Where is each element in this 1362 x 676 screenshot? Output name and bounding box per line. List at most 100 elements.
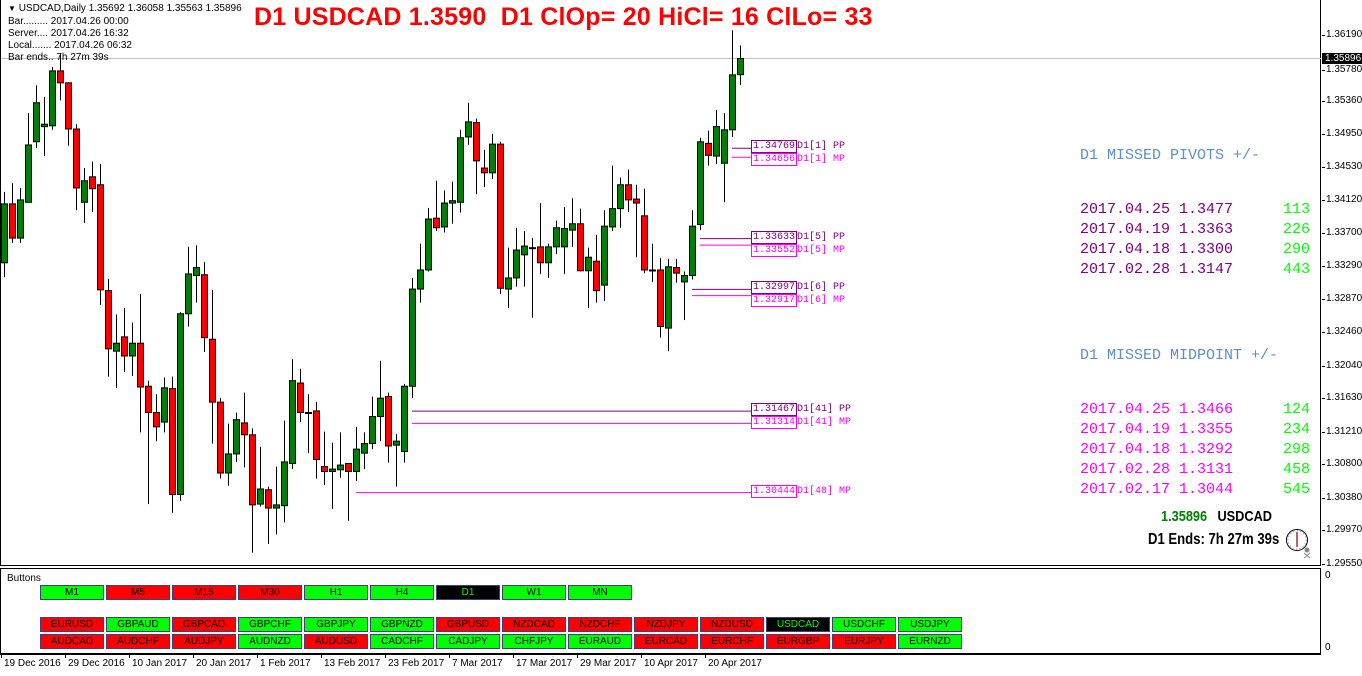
candle-body	[641, 215, 648, 271]
pair-button-gbpcad[interactable]: GBPCAD	[172, 617, 236, 632]
pair-button-nzdjpy[interactable]: NZDJPY	[634, 617, 698, 632]
candle-body	[113, 342, 120, 352]
pair-button-audjpy[interactable]: AUDJPY	[172, 634, 236, 649]
pivot-price: 1.32917	[751, 294, 798, 308]
info-local-time: Local....... 2017.04.26 06:32	[8, 40, 132, 51]
candle	[521, 230, 528, 287]
timeframe-button-h1[interactable]: H1	[304, 585, 368, 600]
price-tick: 1.35360	[1321, 95, 1362, 107]
price-axis[interactable]: 1.36190 1.35780 1.35360 1.34950 1.34530 1.341…	[1321, 0, 1362, 568]
candle	[393, 434, 400, 487]
candle-body	[89, 176, 96, 190]
candle-body	[457, 137, 464, 203]
timeframe-button-m5[interactable]: M5	[106, 585, 170, 600]
candle-body	[441, 202, 448, 228]
timeframe-button-m1[interactable]: M1	[40, 585, 104, 600]
pair-button-gbpchf[interactable]: GBPCHF	[238, 617, 302, 632]
timeframe-button-d1[interactable]: D1	[436, 585, 500, 600]
pivot-price: 1.33552	[751, 243, 798, 257]
candle	[337, 432, 344, 478]
candle	[537, 203, 544, 274]
time-axis[interactable]: 19 Dec 2016 29 Dec 2016 10 Jan 2017 20 Jan …	[0, 654, 1321, 676]
timeframe-button-w1[interactable]: W1	[502, 585, 566, 600]
candle-body	[209, 338, 216, 403]
row-diff: 443	[1282, 261, 1310, 278]
candle	[169, 376, 176, 513]
pair-button-cadjpy[interactable]: CADJPY	[436, 634, 500, 649]
pair-button-nzdchf[interactable]: NZDCHF	[568, 617, 632, 632]
candle	[177, 312, 184, 501]
date-tick: 10 Apr 2017	[641, 654, 698, 669]
candlestick-chart[interactable]	[1, 0, 1321, 566]
pair-button-eurjpy[interactable]: EURJPY	[832, 634, 896, 649]
candle-body	[697, 141, 704, 226]
candle-body	[377, 397, 384, 417]
clock-icon	[1286, 529, 1311, 559]
pair-button-eurusd[interactable]: EURUSD	[40, 617, 104, 632]
date-tick: 23 Feb 2017	[384, 654, 445, 669]
pair-button-eurgbp[interactable]: EURGBP	[766, 634, 830, 649]
pair-button-audcad[interactable]: AUDCAD	[40, 634, 104, 649]
row-price: 1.3292	[1179, 441, 1234, 458]
candle-body	[385, 396, 392, 447]
candle	[57, 53, 64, 101]
candle-body	[345, 462, 352, 472]
candle-body	[409, 288, 416, 387]
pair-button-audchf[interactable]: AUDCHF	[106, 634, 170, 649]
candle	[73, 124, 80, 211]
pair-button-gbpjpy[interactable]: GBPJPY	[304, 617, 368, 632]
candle	[281, 420, 288, 523]
candle-body	[649, 269, 656, 272]
pivot-label: 1.32997 D1[6] PP	[751, 281, 845, 295]
pair-button-eurnzd[interactable]: EURNZD	[898, 634, 962, 649]
pair-button-eurcad[interactable]: EURCAD	[634, 634, 698, 649]
candle-body	[417, 269, 424, 290]
candle-body	[65, 82, 72, 130]
timeframe-button-h4[interactable]: H4	[370, 585, 434, 600]
candle	[65, 82, 72, 146]
candle-body	[185, 273, 192, 315]
candle-body	[273, 504, 280, 509]
timeframe-button-m30[interactable]: M30	[238, 585, 302, 600]
pair-button-usdchf[interactable]: USDCHF	[832, 617, 896, 632]
collapse-triangle-icon[interactable]: ▼	[8, 4, 16, 13]
pair-button-nzdusd[interactable]: NZDUSD	[700, 617, 764, 632]
bid-price-label: 1.35896	[1322, 53, 1362, 65]
current-price: 1.35896	[1161, 508, 1208, 525]
main-chart-window[interactable]: ▼ USDCAD,Daily 1.35692 1.36058 1.35563 1…	[0, 0, 1321, 566]
pair-button-audusd[interactable]: AUDUSD	[304, 634, 368, 649]
pair-button-gbpnzd[interactable]: GBPNZD	[370, 617, 434, 632]
timeframe-button-m15[interactable]: M15	[172, 585, 236, 600]
table-row: 2017.02.28 1.3131 458	[1080, 461, 1310, 481]
pair-button-nzdcad[interactable]: NZDCAD	[502, 617, 566, 632]
candle	[513, 227, 520, 287]
candle	[297, 368, 304, 423]
candle-body	[121, 336, 128, 357]
candle	[473, 118, 480, 195]
pair-button-gbpusd[interactable]: GBPUSD	[436, 617, 500, 632]
pivot-label: 1.30444 D1[48] MP	[751, 484, 851, 498]
date-tick: 13 Feb 2017	[320, 654, 381, 669]
pair-button-gbpaud[interactable]: GBPAUD	[106, 617, 170, 632]
pair-button-chfjpy[interactable]: CHFJPY	[502, 634, 566, 649]
pair-button-usdjpy[interactable]: USDJPY	[898, 617, 962, 632]
candle	[81, 168, 88, 223]
buttons-subwindow: Buttons M1 M5 M15 M30 H1 H4 D1 W1 MN EURUSD GBPAUD…	[0, 568, 1321, 654]
pair-button-audnzd[interactable]: AUDNZD	[238, 634, 302, 649]
pair-button-eurchf[interactable]: EURCHF	[700, 634, 764, 649]
price-tick: 1.30380	[1321, 491, 1362, 503]
candle	[33, 85, 40, 149]
pair-button-euraud[interactable]: EURAUD	[568, 634, 632, 649]
pair-button-cadchf[interactable]: CADCHF	[370, 634, 434, 649]
row-price: 1.3477	[1179, 201, 1234, 218]
pair-button-usdcad[interactable]: USDCAD	[766, 617, 830, 632]
table-row: 2017.04.19 1.3363 226	[1080, 221, 1310, 241]
candle-body	[49, 70, 56, 127]
timeframe-button-mn[interactable]: MN	[568, 585, 632, 600]
candle	[209, 289, 216, 444]
table-row: 2017.04.25 1.3477 113	[1080, 201, 1310, 221]
pivot-label: 1.33633 D1[5] PP	[751, 230, 845, 244]
candle	[225, 423, 232, 486]
candle-body	[241, 422, 248, 436]
candle-body	[329, 468, 336, 472]
